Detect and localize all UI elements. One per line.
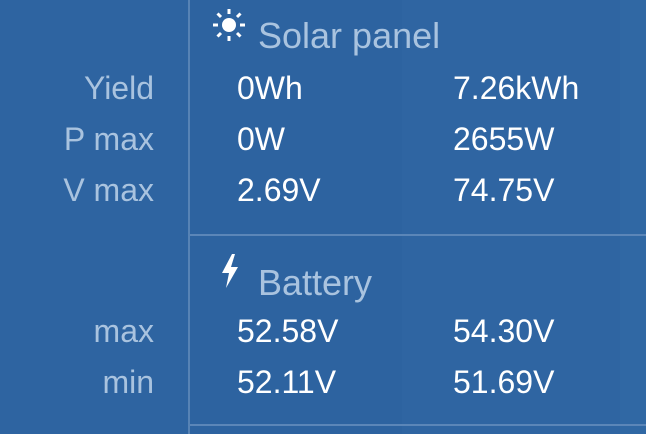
yield-total: 7.26kWh	[453, 70, 580, 106]
section-divider	[190, 234, 646, 236]
yield-label: Yield	[84, 70, 154, 106]
vmax-today: 2.69V	[237, 172, 321, 208]
vmax-total: 74.75V	[453, 172, 555, 208]
right-edge	[620, 0, 646, 434]
pmax-total: 2655W	[453, 121, 555, 157]
solar-title: Solar panel	[258, 15, 441, 56]
battery-title: Battery	[258, 262, 373, 303]
label-column	[0, 0, 188, 434]
max-total: 54.30V	[453, 313, 555, 349]
pmax-label: P max	[63, 121, 154, 157]
min-total: 51.69V	[453, 364, 555, 400]
lightning-icon	[222, 254, 238, 288]
sun-icon	[213, 9, 245, 41]
max-today: 52.58V	[237, 313, 339, 349]
vmax-label: V max	[63, 172, 154, 208]
pmax-today: 0W	[237, 121, 285, 157]
max-label: max	[93, 313, 154, 349]
min-label: min	[102, 364, 154, 400]
min-today: 52.11V	[237, 364, 337, 400]
column-divider	[188, 0, 190, 434]
total-column	[402, 0, 620, 434]
yield-today: 0Wh	[237, 70, 303, 106]
section-divider-bottom	[190, 424, 646, 426]
